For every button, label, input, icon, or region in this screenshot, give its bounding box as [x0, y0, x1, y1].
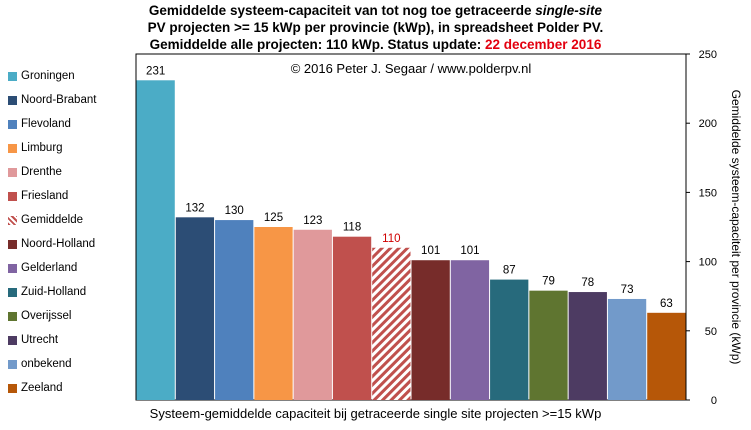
bar-gemiddelde — [372, 247, 411, 400]
legend-label: Limburg — [21, 142, 63, 154]
bar-flevoland — [215, 220, 254, 400]
legend-swatch — [8, 287, 17, 297]
legend-label: Zeeland — [21, 382, 63, 394]
legend-label: Overijssel — [21, 310, 72, 322]
y-tick-label: 50 — [705, 326, 717, 338]
legend-label: Utrecht — [21, 334, 59, 346]
legend-swatch — [8, 191, 17, 201]
legend-item-flevoland: Flevoland — [8, 112, 96, 136]
title-line-2: PV projecten >= 15 kWp per provincie (kW… — [147, 20, 604, 35]
y-tick-label: 150 — [699, 187, 717, 199]
bar-limburg — [254, 227, 293, 400]
data-label: 132 — [185, 202, 204, 214]
legend-swatch — [8, 119, 17, 129]
legend-swatch — [8, 143, 17, 153]
legend-item-noord-holland: Noord-Holland — [8, 232, 96, 256]
legend-swatch — [8, 239, 17, 249]
legend-swatch — [8, 95, 17, 105]
status-date: 22 december 2016 — [485, 37, 602, 52]
y-tick-label: 100 — [699, 257, 717, 269]
legend-label: Noord-Brabant — [21, 94, 97, 106]
legend-label: Groningen — [21, 70, 75, 82]
legend-item-zeeland: Zeeland — [8, 376, 96, 400]
legend: Groningen Noord-Brabant Flevoland Limburg Dr… — [8, 64, 96, 400]
legend-item-overijssel: Overijssel — [8, 304, 96, 328]
legend-item-gemiddelde: Gemiddelde — [8, 208, 96, 232]
legend-swatch — [8, 383, 17, 393]
bar-zuid-holland — [490, 279, 529, 400]
data-label: 78 — [581, 277, 594, 289]
bar-groningen — [136, 80, 175, 401]
title-italic: single-site — [535, 3, 603, 18]
bar-drenthe — [293, 229, 332, 400]
legend-item-friesland: Friesland — [8, 184, 96, 208]
legend-item-gelderland: Gelderland — [8, 256, 96, 280]
legend-swatch — [8, 71, 17, 81]
y-tick-label: 200 — [699, 118, 717, 130]
legend-item-limburg: Limburg — [8, 136, 96, 160]
data-label: 101 — [421, 245, 440, 257]
bar-friesland — [332, 236, 372, 400]
legend-label: Noord-Holland — [21, 238, 96, 250]
title-line-3: Gemiddelde alle projecten: 110 kWp. Stat… — [149, 37, 602, 52]
legend-label: Gemiddelde — [21, 214, 84, 226]
data-label: 123 — [303, 215, 322, 227]
legend-swatch — [8, 263, 17, 273]
data-label: 101 — [460, 245, 479, 257]
legend-item-noord-brabant: Noord-Brabant — [8, 88, 96, 112]
data-label: 118 — [343, 222, 361, 234]
bar-noord-brabant — [175, 217, 215, 400]
y-tick-label: 0 — [711, 395, 717, 407]
legend-item-utrecht: Utrecht — [8, 328, 96, 352]
data-label: 110 — [382, 233, 400, 245]
legend-label: Flevoland — [21, 118, 71, 130]
data-label: 87 — [503, 265, 516, 277]
legend-item-groningen: Groningen — [8, 64, 96, 88]
data-label: 79 — [542, 276, 555, 288]
x-axis-label: Systeem-gemiddelde capaciteit bij getrac… — [149, 406, 602, 421]
bar-overijssel — [529, 290, 568, 400]
plot-area — [135, 53, 687, 401]
data-label: 231 — [146, 65, 165, 77]
bar-gelderland — [450, 260, 490, 400]
title-line-1: Gemiddelde systeem-capaciteit van tot no… — [148, 3, 603, 18]
bar-utrecht — [568, 292, 607, 400]
data-label: 125 — [264, 212, 283, 224]
bar-noord-holland — [411, 260, 450, 400]
bar-onbekend — [607, 298, 647, 400]
y-axis-label: Gemiddelde systeem-capaciteit per provin… — [729, 90, 743, 365]
legend-item-drenthe: Drenthe — [8, 160, 96, 184]
legend-swatch — [8, 335, 17, 345]
legend-label: Zuid-Holland — [21, 286, 87, 298]
legend-item-onbekend: onbekend — [8, 352, 96, 376]
data-label: 63 — [660, 298, 673, 310]
y-tick-label: 250 — [699, 49, 717, 61]
legend-swatch — [8, 215, 17, 225]
legend-label: Gelderland — [21, 262, 78, 274]
legend-item-zuid-holland: Zuid-Holland — [8, 280, 96, 304]
data-label: 130 — [225, 205, 244, 217]
chart-title: Gemiddelde systeem-capaciteit van tot no… — [0, 2, 751, 53]
bar-zeeland — [647, 312, 686, 400]
copyright-notice: © 2016 Peter J. Segaar / www.polderpv.nl — [291, 61, 532, 76]
legend-swatch — [8, 167, 17, 177]
legend-label: Friesland — [21, 190, 69, 202]
legend-label: Drenthe — [21, 166, 62, 178]
legend-label: onbekend — [21, 358, 72, 370]
legend-swatch — [8, 359, 17, 369]
data-label: 73 — [621, 284, 634, 296]
legend-swatch — [8, 311, 17, 321]
